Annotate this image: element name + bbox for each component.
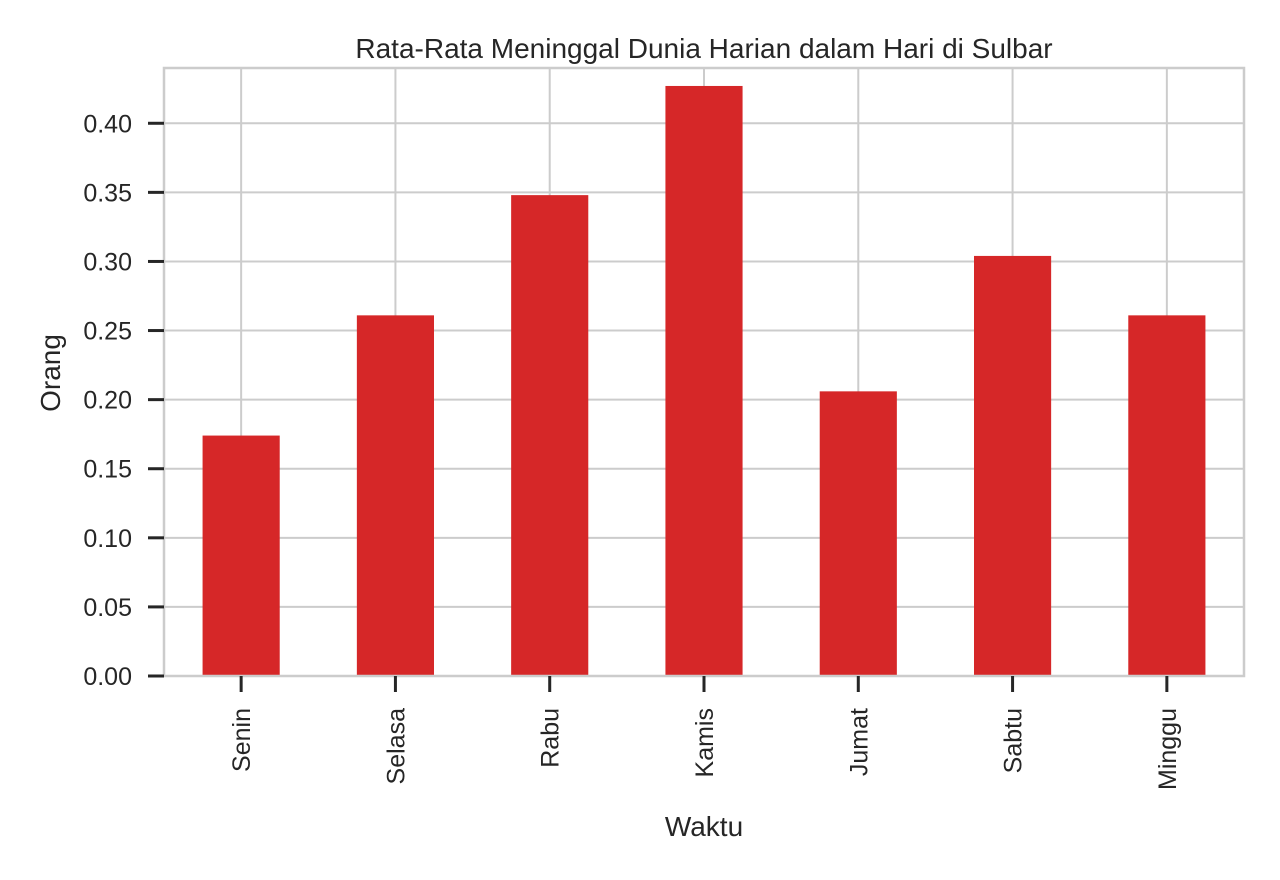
x-axis: Senin Selasa Rabu Kamis Jumat Sabtu Minggu	[228, 676, 1182, 790]
x-tick-label: Senin	[228, 708, 256, 772]
y-tick-label: 0.30	[83, 248, 132, 276]
chart-title: Rata-Rata Meninggal Dunia Harian dalam H…	[355, 33, 1052, 64]
y-axis-title: Orang	[35, 334, 66, 412]
bar-sabtu	[974, 255, 1052, 676]
y-tick-label: 0.00	[83, 663, 132, 691]
x-tick-label: Selasa	[382, 708, 410, 785]
y-tick-label: 0.25	[83, 318, 132, 346]
bar-selasa	[356, 315, 434, 676]
y-tick-label: 0.05	[83, 594, 132, 622]
y-tick-label: 0.20	[83, 387, 132, 415]
y-axis: 0.00 0.05 0.10 0.15 0.20 0.25 0.30 0.35 0.40	[83, 110, 164, 691]
bars-layer	[202, 85, 1206, 677]
y-tick-label: 0.40	[83, 110, 132, 138]
y-tick-label: 0.15	[83, 456, 132, 484]
bar-rabu	[511, 195, 589, 677]
x-tick-label: Rabu	[537, 708, 565, 768]
x-tick-label: Kamis	[691, 708, 719, 777]
x-axis-title: Waktu	[665, 811, 743, 842]
x-tick-label: Minggu	[1154, 708, 1182, 790]
bar-minggu	[1128, 315, 1206, 676]
bar-kamis	[665, 85, 743, 677]
x-tick-label: Jumat	[845, 708, 873, 776]
bar-senin	[202, 435, 280, 676]
bar-jumat	[819, 391, 897, 676]
y-tick-label: 0.35	[83, 179, 132, 207]
y-tick-label: 0.10	[83, 525, 132, 553]
x-tick-label: Sabtu	[1000, 708, 1028, 773]
